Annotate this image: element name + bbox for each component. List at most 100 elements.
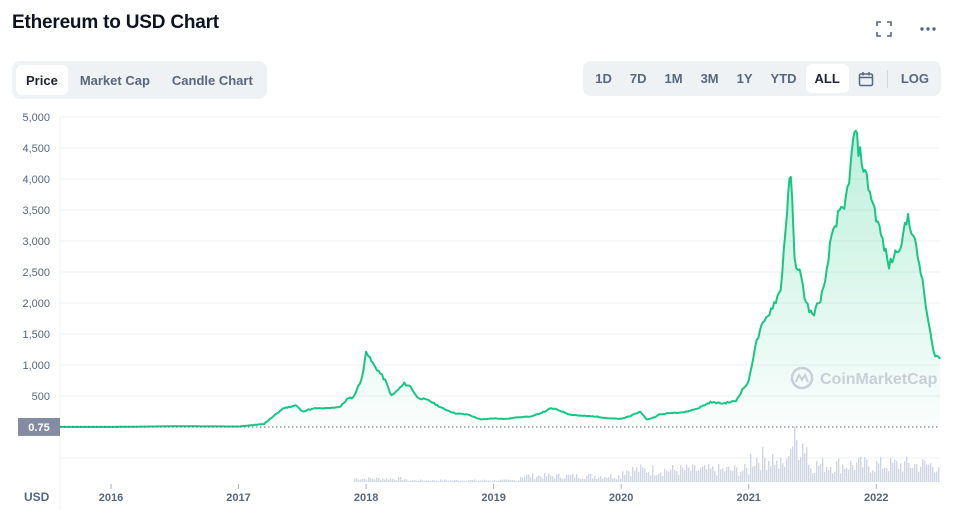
calendar-icon[interactable] xyxy=(849,64,883,93)
volume-bar xyxy=(752,466,754,482)
volume-bar xyxy=(654,475,656,482)
range-1d-button[interactable]: 1D xyxy=(595,71,612,86)
volume-bar xyxy=(868,466,870,482)
volume-bar xyxy=(596,478,598,482)
volume-bar xyxy=(650,475,652,482)
grid-lines xyxy=(59,116,940,510)
volume-bar xyxy=(682,468,684,482)
volume-bar xyxy=(896,461,898,482)
volume-bar xyxy=(442,480,444,482)
volume-bar xyxy=(380,480,382,482)
volume-bar xyxy=(558,473,560,482)
range-ytd-button[interactable]: YTD xyxy=(770,71,797,86)
volume-bar xyxy=(706,469,708,482)
volume-bar xyxy=(578,478,580,482)
volume-bar xyxy=(876,460,878,482)
volume-bar xyxy=(490,480,492,482)
volume-bar xyxy=(582,478,584,482)
volume-bar xyxy=(704,464,706,482)
volume-bar xyxy=(768,460,770,482)
volume-bar xyxy=(590,473,592,482)
volume-bar xyxy=(452,480,454,482)
volume-bar xyxy=(788,456,790,482)
volume-bar xyxy=(524,476,526,482)
volume-bar xyxy=(584,479,586,482)
volume-bar xyxy=(822,457,824,482)
volume-bar xyxy=(476,480,478,482)
volume-bar xyxy=(566,474,568,482)
volume-bar xyxy=(696,471,698,482)
watermark-text: CoinMarketCap xyxy=(820,371,938,388)
volume-bar xyxy=(748,474,750,482)
volume-bar xyxy=(450,480,452,482)
range-all-button[interactable]: ALL xyxy=(805,64,849,93)
volume-bar xyxy=(724,471,726,482)
x-tick-label: 2018 xyxy=(354,492,378,504)
volume-bar xyxy=(628,471,630,482)
volume-bar xyxy=(656,475,658,482)
watermark: CoinMarketCap xyxy=(790,366,938,390)
volume-bar xyxy=(728,466,730,482)
volume-bar xyxy=(714,470,716,482)
volume-bar xyxy=(368,477,370,482)
volume-bar xyxy=(510,479,512,482)
volume-bar xyxy=(410,480,412,482)
tab-candle-chart[interactable]: Candle Chart xyxy=(171,72,253,88)
fullscreen-icon[interactable] xyxy=(873,18,895,40)
volume-bar xyxy=(624,475,626,482)
volume-bar xyxy=(830,466,832,482)
volume-bar xyxy=(512,480,514,482)
y-tick-label: 1,500 xyxy=(22,329,50,341)
volume-bar xyxy=(430,480,432,482)
volume-bar xyxy=(480,480,482,482)
currency-label: USD xyxy=(24,490,50,504)
volume-bar xyxy=(454,479,456,482)
volume-bar xyxy=(732,470,734,482)
page-title: Ethereum to USD Chart xyxy=(12,12,219,33)
volume-bar xyxy=(878,463,880,482)
volume-bar xyxy=(664,468,666,482)
tab-price[interactable]: Price xyxy=(16,65,68,95)
volume-bar xyxy=(436,480,438,482)
volume-bar xyxy=(694,465,696,482)
volume-bar xyxy=(746,468,748,482)
volume-bar xyxy=(360,479,362,482)
volume-bar xyxy=(660,472,662,482)
volume-bar xyxy=(560,477,562,482)
volume-bar xyxy=(536,476,538,482)
volume-bar xyxy=(884,467,886,482)
volume-bar xyxy=(610,474,612,482)
volume-bar xyxy=(812,473,814,482)
range-7d-button[interactable]: 7D xyxy=(629,71,647,86)
volume-bar xyxy=(552,476,554,482)
more-icon[interactable] xyxy=(917,18,939,40)
volume-bar xyxy=(764,457,766,482)
volume-bar xyxy=(544,472,546,482)
y-tick-label: 3,000 xyxy=(22,236,50,248)
range-1y-button[interactable]: 1Y xyxy=(736,71,753,86)
range-3m-button[interactable]: 3M xyxy=(700,71,719,86)
volume-bar xyxy=(652,465,654,482)
volume-bar xyxy=(902,471,904,482)
volume-bar xyxy=(378,478,380,482)
price-chart[interactable]: 500 1,000 1,500 2,000 2,500 3,000 3,500 4,000 4,… xyxy=(0,100,957,511)
volume-bar xyxy=(602,478,604,482)
range-1m-button[interactable]: 1M xyxy=(664,71,683,86)
volume-bar xyxy=(386,477,388,482)
volume-bar xyxy=(784,466,786,482)
volume-bar xyxy=(734,465,736,482)
volume-bar xyxy=(632,466,634,482)
volume-bar xyxy=(390,478,392,482)
x-tick-label: 2021 xyxy=(736,492,760,504)
volume-bar xyxy=(606,477,608,482)
tab-market-cap[interactable]: Market Cap xyxy=(79,72,150,88)
log-scale-button[interactable]: LOG xyxy=(900,71,929,86)
volume-bar xyxy=(514,480,516,482)
volume-bar xyxy=(698,470,700,482)
volume-bar xyxy=(608,477,610,482)
volume-bar xyxy=(374,479,376,482)
volume-bar xyxy=(786,459,788,482)
volume-bar xyxy=(678,474,680,482)
volume-bar xyxy=(894,459,896,482)
volume-bar xyxy=(808,464,810,482)
